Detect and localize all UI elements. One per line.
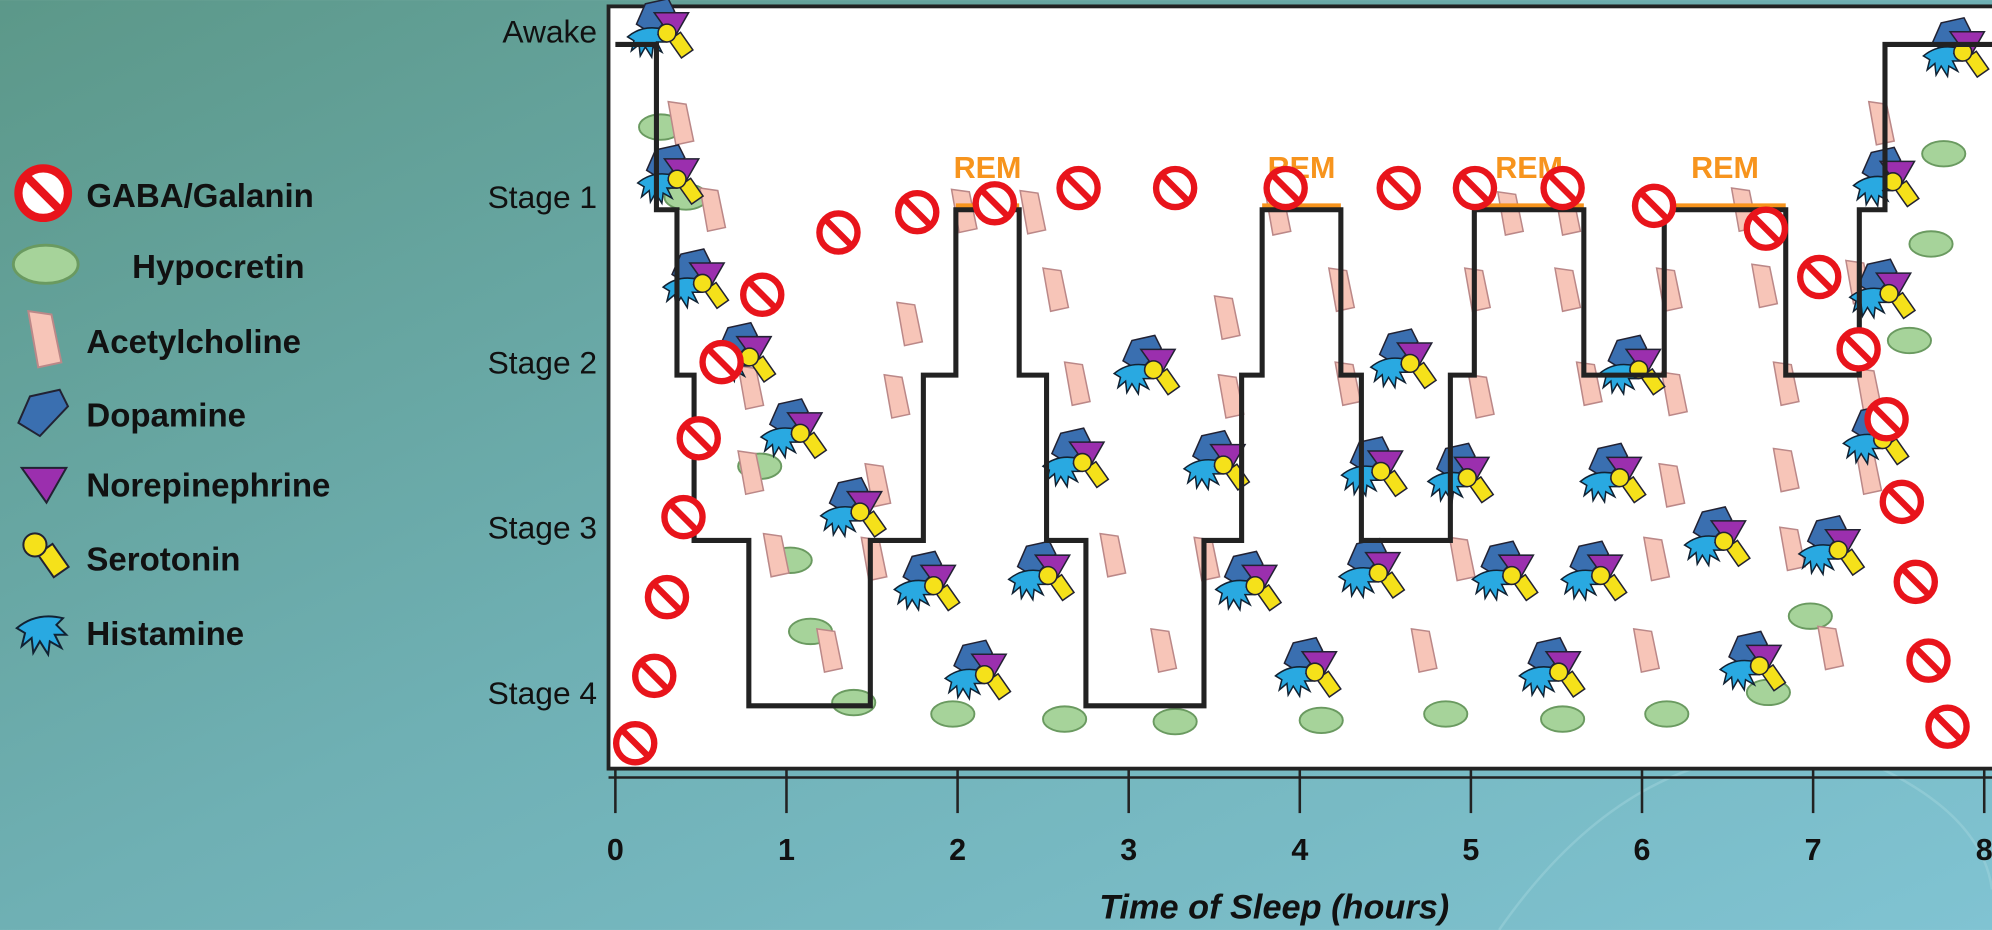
legend-icon [13,245,78,283]
icon-gaba [1747,210,1785,248]
legend-label: GABA/Galanin [86,177,313,214]
icon-gaba [635,657,673,695]
x-tick-label: 2 [949,833,966,867]
icon-hypo [1789,603,1832,628]
legend-label: Hypocretin [132,248,304,285]
y-tick-label: Awake [502,14,597,50]
x-tick-label: 8 [1976,833,1992,867]
x-tick-label: 0 [607,833,624,867]
legend-label: Histamine [86,615,244,652]
icon-gaba [743,276,781,314]
icon-hypo [1909,231,1952,256]
y-tick-label: Stage 1 [488,179,597,215]
icon-gaba [1380,169,1418,207]
y-tick-label: Stage 3 [488,510,597,546]
x-tick-label: 3 [1120,833,1137,867]
legend-label: Serotonin [86,540,240,577]
chart: 0 1 2 3 4 5 6 7 8 Awake Stage 1 Stage 2 Stage 3 Stage… [0,0,1992,930]
icon-hypo [1300,708,1343,733]
icon-gaba [703,343,741,381]
x-tick-label: 6 [1634,833,1651,867]
legend-label: Acetylcholine [86,323,301,360]
icon-gaba [680,419,718,457]
icon-gaba [1456,169,1494,207]
icon-gaba [1868,400,1906,438]
rem-label: REM [954,151,1022,185]
icon-gaba [976,184,1014,222]
icon-hypo [1154,709,1197,734]
icon-gaba [1909,642,1947,680]
icon-hypo [931,701,974,726]
icon-gaba [898,193,936,231]
y-tick-label: Stage 2 [488,344,597,380]
icon-gaba [1928,708,1966,746]
y-tick-label: Stage 4 [488,675,597,711]
x-tick-label: 4 [1291,833,1308,867]
legend-label: Norepinephrine [86,467,330,504]
x-tick-label: 7 [1805,833,1822,867]
icon-gaba [819,213,857,251]
icon-hypo [1922,141,1965,166]
icon-gaba [1800,258,1838,296]
icon-gaba [1267,169,1305,207]
icon-hypo [1645,701,1688,726]
legend-label: Dopamine [86,397,246,434]
icon-gaba [1156,169,1194,207]
icon-hypo [1043,706,1086,731]
x-tick-label: 5 [1462,833,1479,867]
legend-item: Hypocretin [13,245,304,285]
icon-gaba [1897,563,1935,601]
rem-label: REM [1691,151,1759,185]
x-tick-label: 1 [778,833,795,867]
legend-icon [18,168,68,218]
icon-gaba [1060,169,1098,207]
page: {"chart_data": { "type": "line", "x_labe… [0,0,1992,930]
icon-gaba [1840,330,1878,368]
icon-gaba [1544,169,1582,207]
x-axis-label: Time of Sleep (hours) [1099,889,1449,927]
icon-gaba [648,578,686,616]
icon-gaba [664,498,702,536]
icon-gaba [1635,187,1673,225]
icon-hypo [1424,701,1467,726]
icon-gaba [616,724,654,762]
icon-hypo [1888,328,1931,353]
icon-gaba [1883,483,1921,521]
icon-hypo [1541,706,1584,731]
